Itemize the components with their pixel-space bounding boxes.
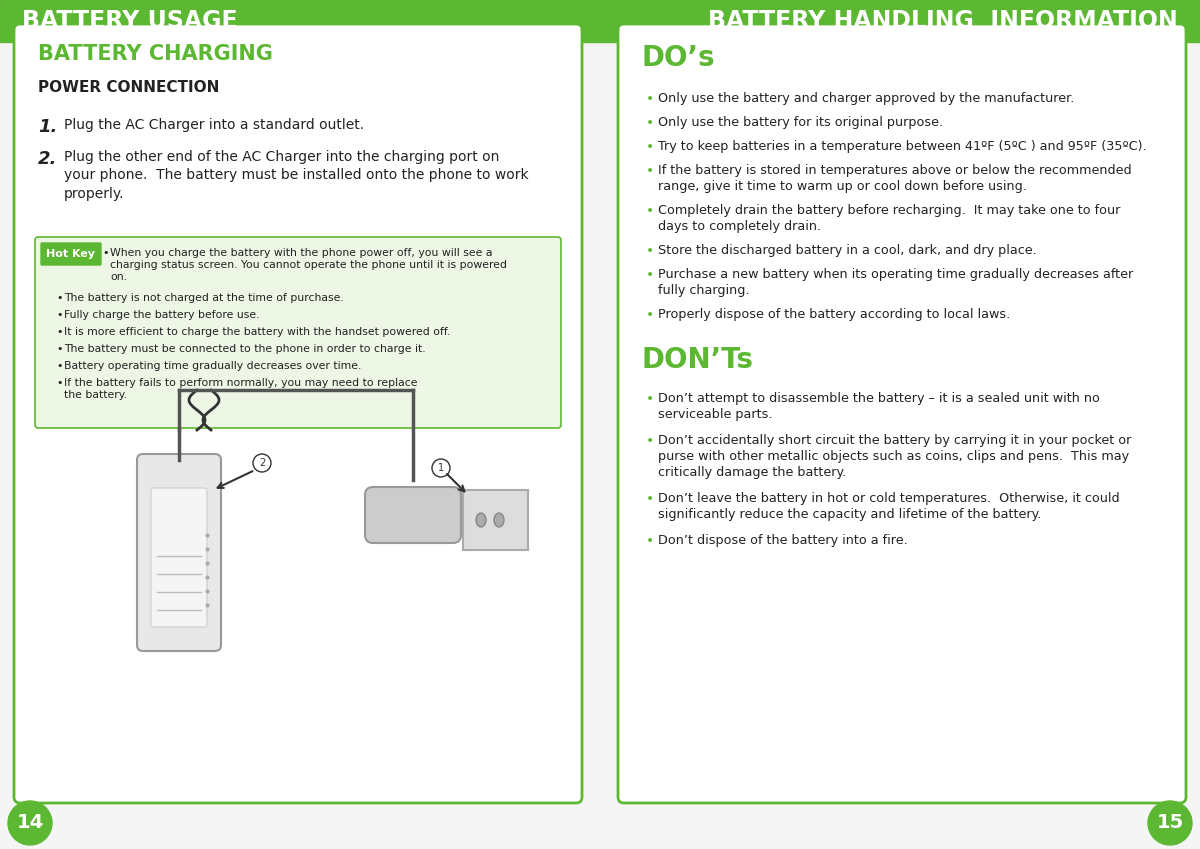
- Text: 14: 14: [17, 813, 43, 833]
- Text: BATTERY CHARGING: BATTERY CHARGING: [38, 44, 272, 64]
- FancyBboxPatch shape: [137, 454, 221, 651]
- Text: The battery must be connected to the phone in order to charge it.: The battery must be connected to the pho…: [64, 344, 426, 354]
- FancyBboxPatch shape: [365, 487, 461, 543]
- FancyBboxPatch shape: [151, 488, 208, 627]
- Text: It is more efficient to charge the battery with the handset powered off.: It is more efficient to charge the batte…: [64, 327, 450, 337]
- Text: •: •: [56, 327, 62, 337]
- Text: •: •: [646, 204, 654, 218]
- Text: Fully charge the battery before use.: Fully charge the battery before use.: [64, 310, 259, 320]
- Bar: [463, 490, 528, 550]
- Text: Store the discharged battery in a cool, dark, and dry place.: Store the discharged battery in a cool, …: [658, 244, 1037, 257]
- Text: If the battery fails to perform normally, you may need to replace
the battery.: If the battery fails to perform normally…: [64, 378, 418, 400]
- Text: •: •: [646, 492, 654, 506]
- Text: •: •: [102, 248, 108, 258]
- FancyBboxPatch shape: [618, 24, 1186, 803]
- FancyBboxPatch shape: [41, 243, 101, 265]
- Text: •: •: [646, 392, 654, 406]
- Text: Properly dispose of the battery according to local laws.: Properly dispose of the battery accordin…: [658, 308, 1010, 321]
- Text: •: •: [646, 308, 654, 322]
- Text: •: •: [646, 434, 654, 448]
- Text: BATTERY USAGE: BATTERY USAGE: [22, 9, 238, 33]
- Text: 15: 15: [1157, 813, 1183, 833]
- Text: Plug the AC Charger into a standard outlet.: Plug the AC Charger into a standard outl…: [64, 118, 364, 132]
- Circle shape: [1148, 801, 1192, 845]
- Bar: [0, 0, 1200, 42]
- Text: •: •: [646, 116, 654, 130]
- Text: Don’t dispose of the battery into a fire.: Don’t dispose of the battery into a fire…: [658, 534, 907, 547]
- Text: Only use the battery and charger approved by the manufacturer.: Only use the battery and charger approve…: [658, 92, 1074, 105]
- Text: •: •: [646, 268, 654, 282]
- FancyBboxPatch shape: [14, 24, 582, 803]
- FancyBboxPatch shape: [35, 237, 562, 428]
- Text: •: •: [56, 344, 62, 354]
- Text: •: •: [56, 310, 62, 320]
- Text: Don’t attempt to disassemble the battery – it is a sealed unit with no
serviceab: Don’t attempt to disassemble the battery…: [658, 392, 1100, 421]
- Text: Don’t accidentally short circuit the battery by carrying it in your pocket or
pu: Don’t accidentally short circuit the bat…: [658, 434, 1132, 479]
- Text: Only use the battery for its original purpose.: Only use the battery for its original pu…: [658, 116, 943, 129]
- Text: Try to keep batteries in a temperature between 41ºF (5ºC ) and 95ºF (35ºC).: Try to keep batteries in a temperature b…: [658, 140, 1147, 153]
- Text: Don’t leave the battery in hot or cold temperatures.  Otherwise, it could
signif: Don’t leave the battery in hot or cold t…: [658, 492, 1120, 521]
- Text: •: •: [646, 92, 654, 106]
- Ellipse shape: [494, 513, 504, 527]
- Text: The battery is not charged at the time of purchase.: The battery is not charged at the time o…: [64, 293, 343, 303]
- Text: •: •: [56, 361, 62, 371]
- Text: 1: 1: [438, 463, 444, 473]
- Text: •: •: [646, 140, 654, 154]
- Text: 2: 2: [259, 458, 265, 468]
- Text: POWER CONNECTION: POWER CONNECTION: [38, 80, 220, 95]
- Text: •: •: [646, 244, 654, 258]
- Text: •: •: [646, 164, 654, 178]
- Text: Plug the other end of the AC Charger into the charging port on
your phone.  The : Plug the other end of the AC Charger int…: [64, 150, 529, 201]
- Text: •: •: [56, 293, 62, 303]
- Text: DO’s: DO’s: [642, 44, 715, 72]
- Text: Battery operating time gradually decreases over time.: Battery operating time gradually decreas…: [64, 361, 361, 371]
- Ellipse shape: [476, 513, 486, 527]
- Text: If the battery is stored in temperatures above or below the recommended
range, g: If the battery is stored in temperatures…: [658, 164, 1132, 193]
- Text: When you charge the battery with the phone power off, you will see a
charging st: When you charge the battery with the pho…: [110, 248, 508, 282]
- Text: Completely drain the battery before recharging.  It may take one to four
days to: Completely drain the battery before rech…: [658, 204, 1121, 233]
- Text: 2.: 2.: [38, 150, 58, 168]
- Text: •: •: [646, 534, 654, 548]
- Text: •: •: [56, 378, 62, 388]
- Circle shape: [8, 801, 52, 845]
- Text: Purchase a new battery when its operating time gradually decreases after
fully c: Purchase a new battery when its operatin…: [658, 268, 1133, 297]
- Text: Hot Key: Hot Key: [47, 249, 96, 259]
- Text: DON’Ts: DON’Ts: [642, 346, 754, 374]
- Text: BATTERY HANDLING  INFORMATION: BATTERY HANDLING INFORMATION: [708, 9, 1178, 33]
- Text: 1.: 1.: [38, 118, 58, 136]
